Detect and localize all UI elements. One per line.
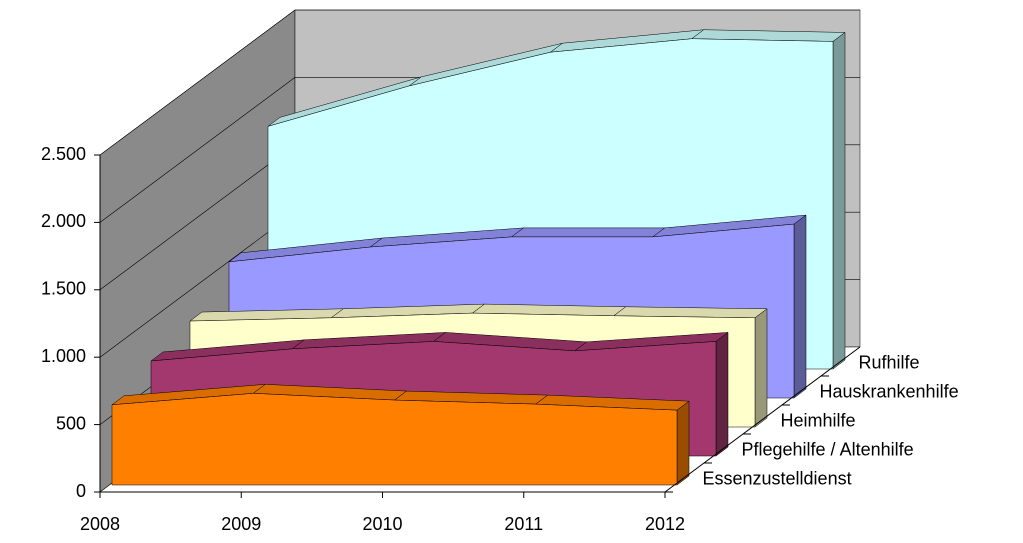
series-label: Heimhilfe [781, 410, 856, 430]
area-side [793, 214, 807, 399]
y-tick-label: 2.500 [41, 144, 86, 164]
y-tick-label: 1.000 [41, 346, 86, 366]
area-top [510, 227, 666, 238]
depth-axis [664, 346, 861, 493]
y-tick-label: 2.000 [41, 211, 86, 231]
x-tick-label: 2012 [645, 514, 685, 534]
series-label: Essenzustelldienst [703, 468, 852, 488]
x-tick-label: 2010 [362, 514, 402, 534]
series-label: Pflegehilfe / Altenhilfe [742, 439, 914, 459]
grid-line [99, 211, 296, 358]
grid-line [99, 144, 296, 291]
area-side [832, 31, 846, 370]
x-tick-label: 2011 [504, 514, 543, 534]
area-side [676, 400, 690, 486]
x-tick-label: 2009 [221, 514, 261, 534]
y-tick-label: 0 [76, 481, 86, 501]
x-tick-label: 2008 [80, 514, 120, 534]
area [111, 393, 678, 486]
area-side [754, 308, 768, 428]
series-label: Hauskrankenhilfe [820, 381, 959, 401]
grid-line [99, 9, 296, 156]
y-tick-label: 1.500 [41, 279, 86, 299]
area-side [715, 331, 729, 457]
series-label: Rufhilfe [859, 352, 920, 372]
grid-line [99, 77, 296, 223]
y-tick-label: 500 [56, 413, 86, 433]
